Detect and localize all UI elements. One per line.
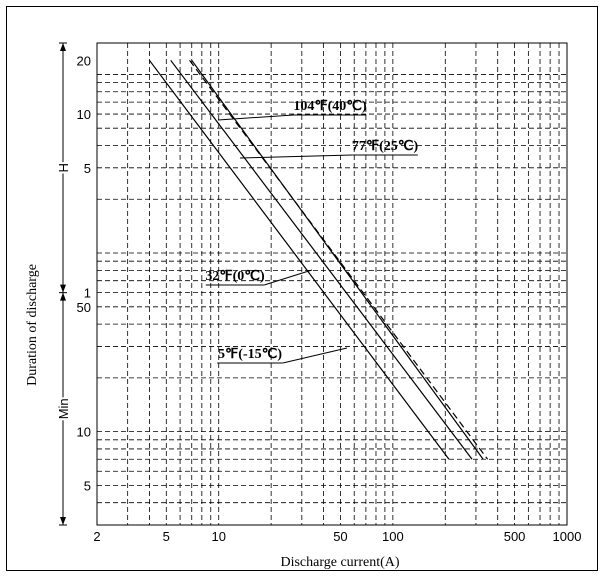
series-line-3 [148,59,450,460]
y-tick-label-min: 50 [77,300,91,315]
y-unit-background [55,397,72,421]
grid [96,42,568,526]
y-tick-label-min: 5 [84,478,91,493]
y-tick-labels: 5 10 501 5 10 20 [77,53,91,493]
series-label-leader-3 [282,347,348,364]
x-tick-labels: 2 5 10 50 100 500 1000 [93,529,581,544]
chart-frame [6,6,598,571]
y-dimension-arrow [60,43,66,51]
y-tick-label-min: 10 [77,425,91,440]
series-line-0 [191,59,484,460]
x-tick-label: 100 [382,529,404,544]
y-tick-label-h: 20 [77,53,91,68]
x-tick-label: 5 [163,529,170,544]
series-label-1: 77℉(25℃) [352,139,419,154]
y-tick-label-h: 5 [84,161,91,176]
x-tick-label: 2 [93,529,100,544]
curves [148,59,489,460]
y-axis-label: Duration of discharge [25,264,40,386]
y-tick-label-h: 10 [77,107,91,122]
y-dimension-arrow [60,292,66,301]
y-unit-background [55,162,72,174]
series-label-leader-1 [239,154,353,159]
plot-border [96,42,568,526]
series-label-3: 5℉(-15℃) [218,347,282,362]
x-axis-label: Discharge current(A) [280,555,399,570]
curve-labels: 104℉(40℃) 77℉(25℃) 32℉(0℃) 5℉(-15℃) [205,99,419,364]
series-line-1 [189,59,489,460]
series-line-2 [170,59,473,460]
series-label-2: 32℉(0℃) [205,269,265,284]
y-unit-hours: H [56,163,71,172]
y-axis: H Min [55,42,72,526]
x-tick-label: 1000 [553,529,582,544]
y-dimension-arrow [60,517,66,525]
series-label-leader-2 [264,269,313,286]
y-tick-label-h: 1 [84,286,91,301]
x-tick-label: 50 [333,529,347,544]
x-tick-label: 500 [504,529,526,544]
x-tick-label: 10 [211,529,225,544]
series-label-0: 104℉(40℃) [293,99,367,114]
y-unit-minutes: Min [56,398,71,419]
y-dimension-arrow [60,284,66,293]
series-label-leader-0 [217,114,294,121]
